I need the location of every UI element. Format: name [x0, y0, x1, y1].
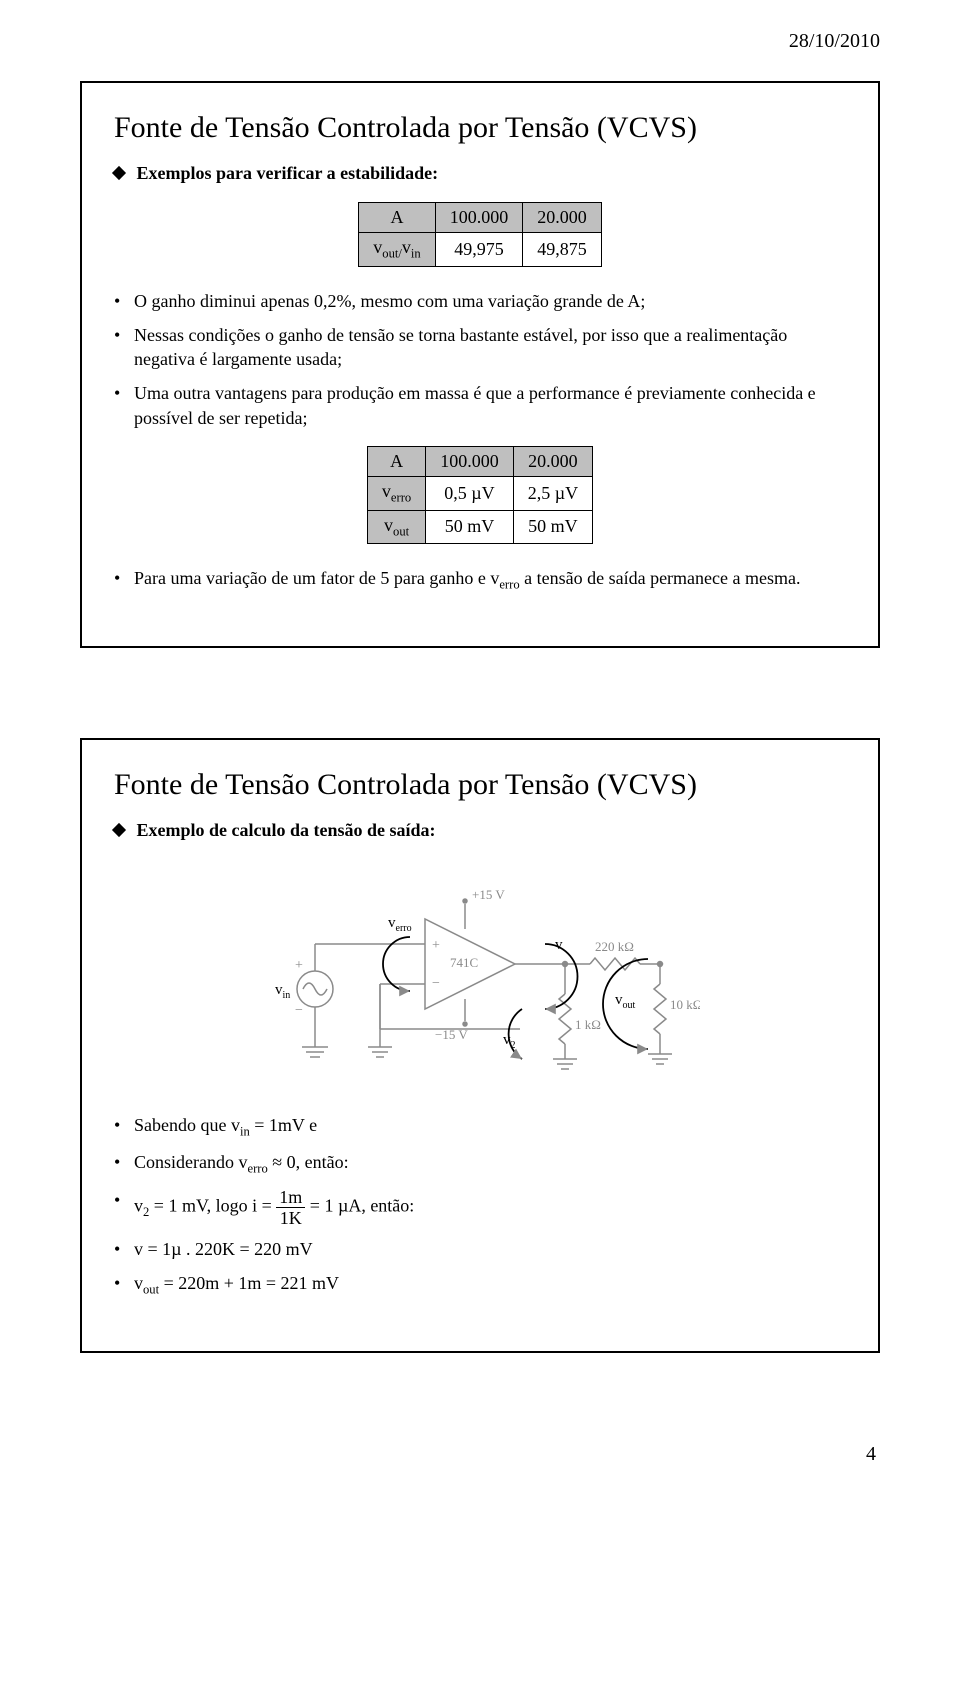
text: Considerando v: [134, 1152, 247, 1172]
table-header-cell: A: [367, 447, 425, 477]
fraction: 1m 1K: [276, 1188, 305, 1227]
svg-text:vin: vin: [275, 982, 290, 1001]
circuit-diagram: + − + − 741C +15: [260, 859, 700, 1089]
opamp-label: 741C: [450, 955, 478, 970]
label-sub: out: [393, 524, 409, 538]
label-v: v: [384, 515, 393, 535]
text: Sabendo que v: [134, 1115, 240, 1135]
card1-table1-wrap: A 100.000 20.000 vout/vin 49,975 49,875: [114, 202, 846, 267]
svg-text:v2: v2: [503, 1032, 516, 1051]
text: v: [134, 1196, 143, 1216]
table-row: A 100.000 20.000: [367, 447, 592, 477]
list-item: Sabendo que vin = 1mV e: [114, 1113, 846, 1141]
label-sub: erro: [391, 491, 411, 505]
frac-num: 1m: [276, 1188, 305, 1208]
text: Para uma variação de um fator de 5 para …: [134, 568, 499, 588]
card1-title: Fonte de Tensão Controlada por Tensão (V…: [114, 111, 846, 145]
sub: erro: [499, 578, 519, 592]
sub: out: [143, 1283, 159, 1297]
vin-sub: in: [283, 990, 291, 1001]
card1-table2-wrap: A 100.000 20.000 verro 0,5 µV 2,5 µV vou…: [114, 446, 846, 544]
card1-table2: A 100.000 20.000 verro 0,5 µV 2,5 µV vou…: [367, 446, 593, 544]
list-item: v2 = 1 mV, logo i = 1m 1K = 1 µA, então:: [114, 1188, 846, 1227]
diamond-icon: [112, 823, 126, 837]
text: = 1mV e: [250, 1115, 317, 1135]
diamond-icon: [112, 166, 126, 180]
card1-table1: A 100.000 20.000 vout/vin 49,975 49,875: [358, 202, 601, 267]
label-v: v: [382, 481, 391, 501]
table-header-cell: 20.000: [513, 447, 592, 477]
svg-text:+: +: [432, 938, 440, 953]
text: = 220m + 1m = 221 mV: [159, 1273, 339, 1293]
r1-label: 1 kΩ: [575, 1017, 601, 1032]
card2-title: Fonte de Tensão Controlada por Tensão (V…: [114, 768, 846, 802]
card-2: Fonte de Tensão Controlada por Tensão (V…: [80, 738, 880, 1353]
table-row: vout 50 mV 50 mV: [367, 510, 592, 544]
svg-text:vout: vout: [615, 992, 636, 1011]
label-sub2: in: [411, 247, 421, 261]
page: 28/10/2010 Fonte de Tensão Controlada po…: [0, 0, 960, 1526]
table-row: A 100.000 20.000: [359, 203, 601, 233]
vout-sub: out: [623, 1000, 636, 1011]
label-sub: out/: [382, 247, 402, 261]
label-v: v: [373, 237, 382, 257]
table-row: vout/vin 49,975 49,875: [359, 233, 601, 267]
table-cell: 49,875: [523, 233, 602, 267]
card1-subhead: Exemplos para verificar a estabilidade:: [114, 163, 846, 184]
table-cell: 2,5 µV: [513, 477, 592, 511]
v-label: v: [555, 937, 563, 953]
table-row: verro 0,5 µV 2,5 µV: [367, 477, 592, 511]
svg-text:v: v: [555, 937, 563, 953]
frac-den: 1K: [276, 1208, 305, 1227]
list-item: O ganho diminui apenas 0,2%, mesmo com u…: [114, 289, 846, 313]
sub: erro: [247, 1162, 267, 1176]
svg-text:−: −: [432, 976, 440, 991]
list-item: Uma outra vantagens para produção em mas…: [114, 381, 846, 430]
svg-text:−: −: [295, 1003, 303, 1018]
table-cell: 50 mV: [426, 510, 514, 544]
list-item: Nessas condições o ganho de tensão se to…: [114, 323, 846, 372]
r220-label: 220 kΩ: [595, 939, 634, 954]
label-v2: v: [402, 237, 411, 257]
card1-bullets-1: O ganho diminui apenas 0,2%, mesmo com u…: [114, 289, 846, 430]
table-cell: 0,5 µV: [426, 477, 514, 511]
plus15-label: +15 V: [472, 887, 505, 902]
card2-subhead-text: Exemplo de calculo da tensão de saída:: [137, 820, 436, 840]
card1-bullets-2: Para uma variação de um fator de 5 para …: [114, 566, 846, 594]
text: ≈ 0, então:: [268, 1152, 349, 1172]
card2-subhead: Exemplo de calculo da tensão de saída:: [114, 820, 846, 841]
text: = 1 µA, então:: [310, 1196, 415, 1216]
list-item: vout = 220m + 1m = 221 mV: [114, 1271, 846, 1299]
table-header-cell: A: [359, 203, 435, 233]
table-cell: 49,975: [435, 233, 523, 267]
table-cell: vout: [367, 510, 425, 544]
card1-subhead-text: Exemplos para verificar a estabilidade:: [137, 163, 439, 183]
table-header-cell: 20.000: [523, 203, 602, 233]
table-cell: verro: [367, 477, 425, 511]
text: = 1 mV, logo i =: [149, 1196, 276, 1216]
table-header-cell: 100.000: [426, 447, 514, 477]
table-cell: 50 mV: [513, 510, 592, 544]
card2-bullets: Sabendo que vin = 1mV e Considerando ver…: [114, 1113, 846, 1299]
table-cell: vout/vin: [359, 233, 435, 267]
text: v: [134, 1273, 143, 1293]
circuit-wrap: + − + − 741C +15: [114, 859, 846, 1089]
svg-text:verro: verro: [388, 915, 412, 934]
page-number: 4: [80, 1443, 880, 1466]
list-item: Para uma variação de um fator de 5 para …: [114, 566, 846, 594]
v2-sub: 2: [511, 1040, 516, 1051]
r10-label: 10 kΩ: [670, 997, 700, 1012]
svg-text:+: +: [295, 958, 303, 973]
page-date: 28/10/2010: [80, 30, 880, 53]
list-item: v = 1µ . 220K = 220 mV: [114, 1237, 846, 1261]
sub: in: [240, 1124, 250, 1138]
card-1: Fonte de Tensão Controlada por Tensão (V…: [80, 81, 880, 648]
list-item: Considerando verro ≈ 0, então:: [114, 1150, 846, 1178]
text: a tensão de saída permanece a mesma.: [520, 568, 801, 588]
table-header-cell: 100.000: [435, 203, 523, 233]
verro-sub: erro: [396, 923, 412, 934]
